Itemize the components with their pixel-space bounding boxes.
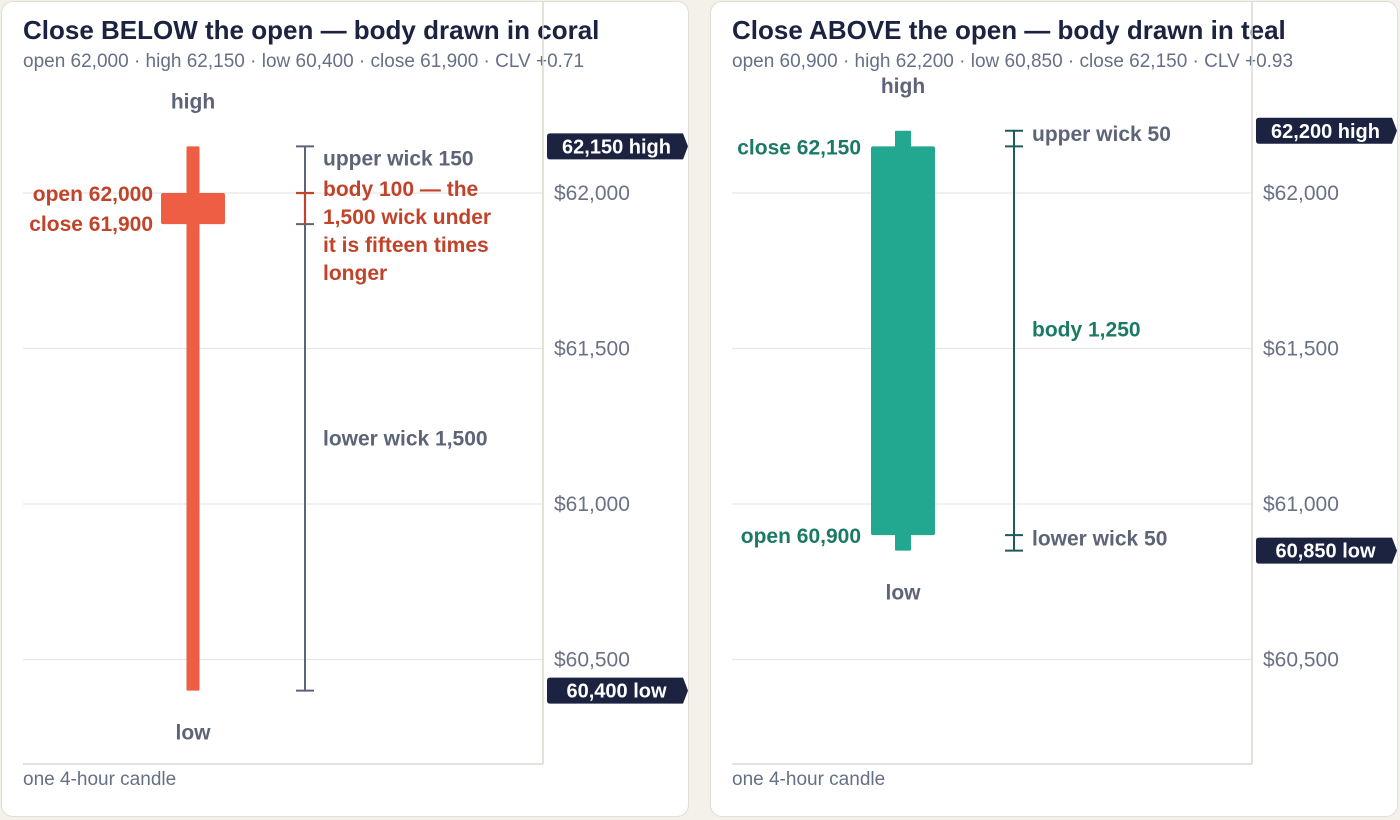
body-size-label: longer (323, 262, 387, 285)
candle-body (161, 193, 225, 225)
price-flag-label: 62,200 high (1271, 121, 1380, 143)
chart-subtitle: open 62,000 · high 62,150 · low 60,400 ·… (23, 51, 585, 72)
body-size-label: it is fifteen times (323, 234, 489, 257)
y-tick-label: $61,000 (1263, 493, 1339, 516)
y-tick-label: $61,500 (1263, 338, 1339, 361)
candlestick-chart: $62,000 $61,500 $61,000 $60,500 high low close… (732, 2, 1397, 765)
body-size-label: body 100 — the (323, 178, 478, 201)
candle-body (871, 146, 935, 536)
y-tick-label: $62,000 (1263, 182, 1339, 205)
y-tick-label: $61,500 (554, 338, 630, 361)
chart-panel-bullish: Close ABOVE the open — body drawn in tea… (710, 1, 1398, 817)
high-label: high (881, 75, 925, 98)
price-flag-label: 62,150 high (562, 136, 671, 158)
body-size-label: body 1,250 (1032, 319, 1141, 342)
chart-title: Close ABOVE the open — body drawn in tea… (732, 15, 1286, 45)
lower-wick-label: lower wick 1,500 (323, 427, 488, 450)
candle-wick (186, 146, 200, 691)
close-label: close 62,150 (737, 136, 861, 159)
y-tick-label: $61,000 (554, 493, 630, 516)
chart-panel-bearish: Close BELOW the open — body drawn in cor… (1, 1, 689, 817)
upper-wick-label: upper wick 150 (323, 147, 474, 170)
body-size-label: 1,500 wick under (323, 206, 491, 229)
close-label: close 61,900 (29, 213, 153, 236)
price-flag (1256, 117, 1397, 144)
open-label: open 62,000 (33, 183, 153, 206)
low-label: low (886, 582, 922, 605)
high-label: high (171, 90, 215, 113)
price-flag-label: 60,850 low (1275, 541, 1376, 563)
low-label: low (176, 722, 212, 745)
price-flag-label: 60,400 low (566, 681, 667, 703)
y-tick-label: $60,500 (1263, 649, 1339, 672)
chart-caption: one 4-hour candle (732, 769, 886, 790)
price-flag (1256, 537, 1397, 564)
y-tick-label: $60,500 (554, 649, 630, 672)
lower-wick-label: lower wick 50 (1032, 528, 1167, 551)
upper-wick-label: upper wick 50 (1032, 123, 1171, 146)
price-flag (547, 677, 688, 704)
chart-caption: one 4-hour candle (23, 769, 177, 790)
price-flag (547, 133, 688, 160)
chart-title: Close BELOW the open — body drawn in cor… (23, 15, 600, 45)
y-tick-label: $62,000 (554, 182, 630, 205)
chart-subtitle: open 60,900 · high 62,200 · low 60,850 ·… (732, 51, 1294, 72)
candlestick-chart: $62,000 $61,500 $61,000 $60,500 high low open … (23, 2, 688, 765)
open-label: open 60,900 (741, 525, 861, 548)
